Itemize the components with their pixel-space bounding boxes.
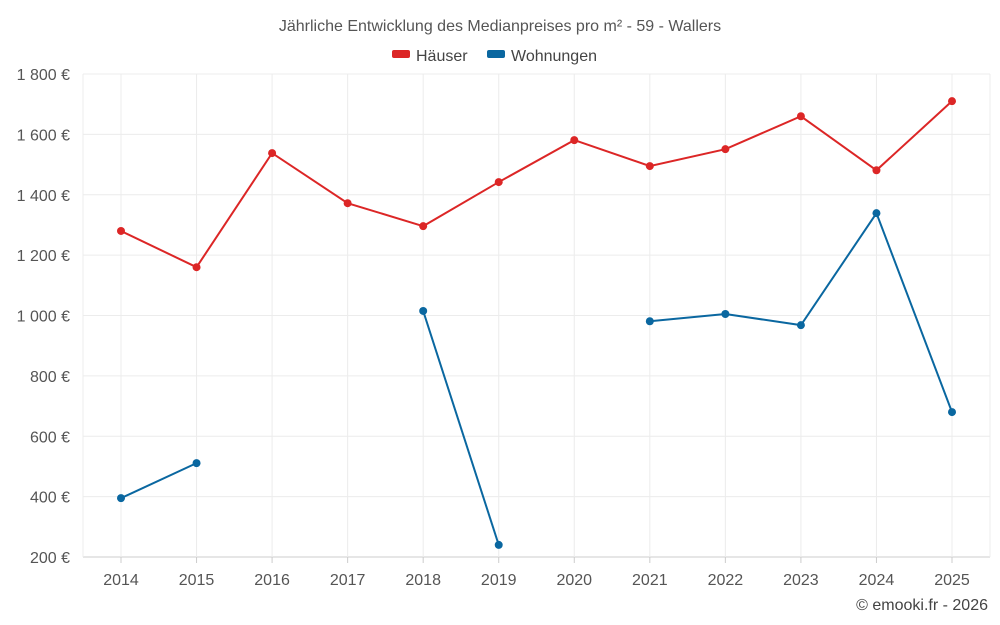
data-point [192, 459, 201, 468]
data-point [948, 408, 956, 417]
x-tick-label: 2017 [330, 572, 366, 589]
x-tick-label: 2024 [859, 572, 895, 589]
y-tick-label: 1 000 € [17, 309, 70, 326]
data-point [117, 494, 125, 503]
y-tick-label: 1 800 € [17, 67, 70, 84]
x-tick-label: 2022 [708, 572, 744, 589]
grid [82, 73, 991, 558]
data-point [343, 199, 352, 208]
x-tick-label: 2021 [632, 572, 668, 589]
x-tick-label: 2014 [103, 572, 139, 589]
data-point [645, 162, 654, 171]
y-tick-label: 200 € [30, 550, 70, 567]
x-tick-label: 2023 [783, 572, 819, 589]
x-tick-label: 2016 [254, 572, 290, 589]
y-axis: 200 € 400 € 600 € 800 € 1 000 € 1 200 € 1 400 … [17, 67, 70, 567]
data-point [796, 112, 805, 121]
legend-label: Wohnungen [511, 48, 597, 65]
series-layer [117, 97, 956, 549]
y-tick-label: 1 200 € [17, 248, 70, 265]
y-tick-label: 1 400 € [17, 188, 70, 205]
data-point [494, 178, 503, 187]
legend: Häuser Wohnungen [392, 48, 597, 65]
credit: © emooki.fr - 2026 [856, 597, 988, 614]
series-line [120, 100, 953, 269]
x-tick-label: 2019 [481, 572, 517, 589]
data-point [721, 309, 730, 318]
data-point [948, 97, 956, 106]
x-tick-label: 2015 [179, 572, 215, 589]
data-point [268, 149, 277, 158]
series-häuser [117, 97, 956, 272]
data-point [570, 136, 579, 145]
y-tick-label: 400 € [30, 490, 70, 507]
series-line [422, 310, 500, 546]
x-tick-label: 2018 [405, 572, 441, 589]
y-tick-label: 600 € [30, 429, 70, 446]
x-tick-label: 2025 [934, 572, 970, 589]
data-point [117, 226, 125, 235]
chart-title: Jährliche Entwicklung des Medianpreises … [279, 18, 721, 35]
data-point [872, 166, 881, 175]
data-point [645, 317, 654, 326]
data-point [494, 540, 503, 549]
data-point [796, 321, 805, 330]
data-point [192, 263, 201, 272]
series-line [120, 462, 197, 500]
y-tick-label: 800 € [30, 369, 70, 386]
data-point [872, 209, 881, 218]
legend-swatch [392, 50, 410, 58]
data-point [721, 145, 730, 154]
y-tick-label: 1 600 € [17, 127, 70, 144]
data-point [419, 306, 428, 315]
legend-swatch [487, 50, 505, 58]
legend-label: Häuser [416, 48, 468, 65]
data-point [419, 222, 428, 231]
x-axis: 2014 2015 2016 2017 2018 2019 2020 2021 2022 2023… [103, 557, 970, 589]
x-tick-label: 2020 [556, 572, 592, 589]
series-wohnungen [117, 209, 956, 549]
